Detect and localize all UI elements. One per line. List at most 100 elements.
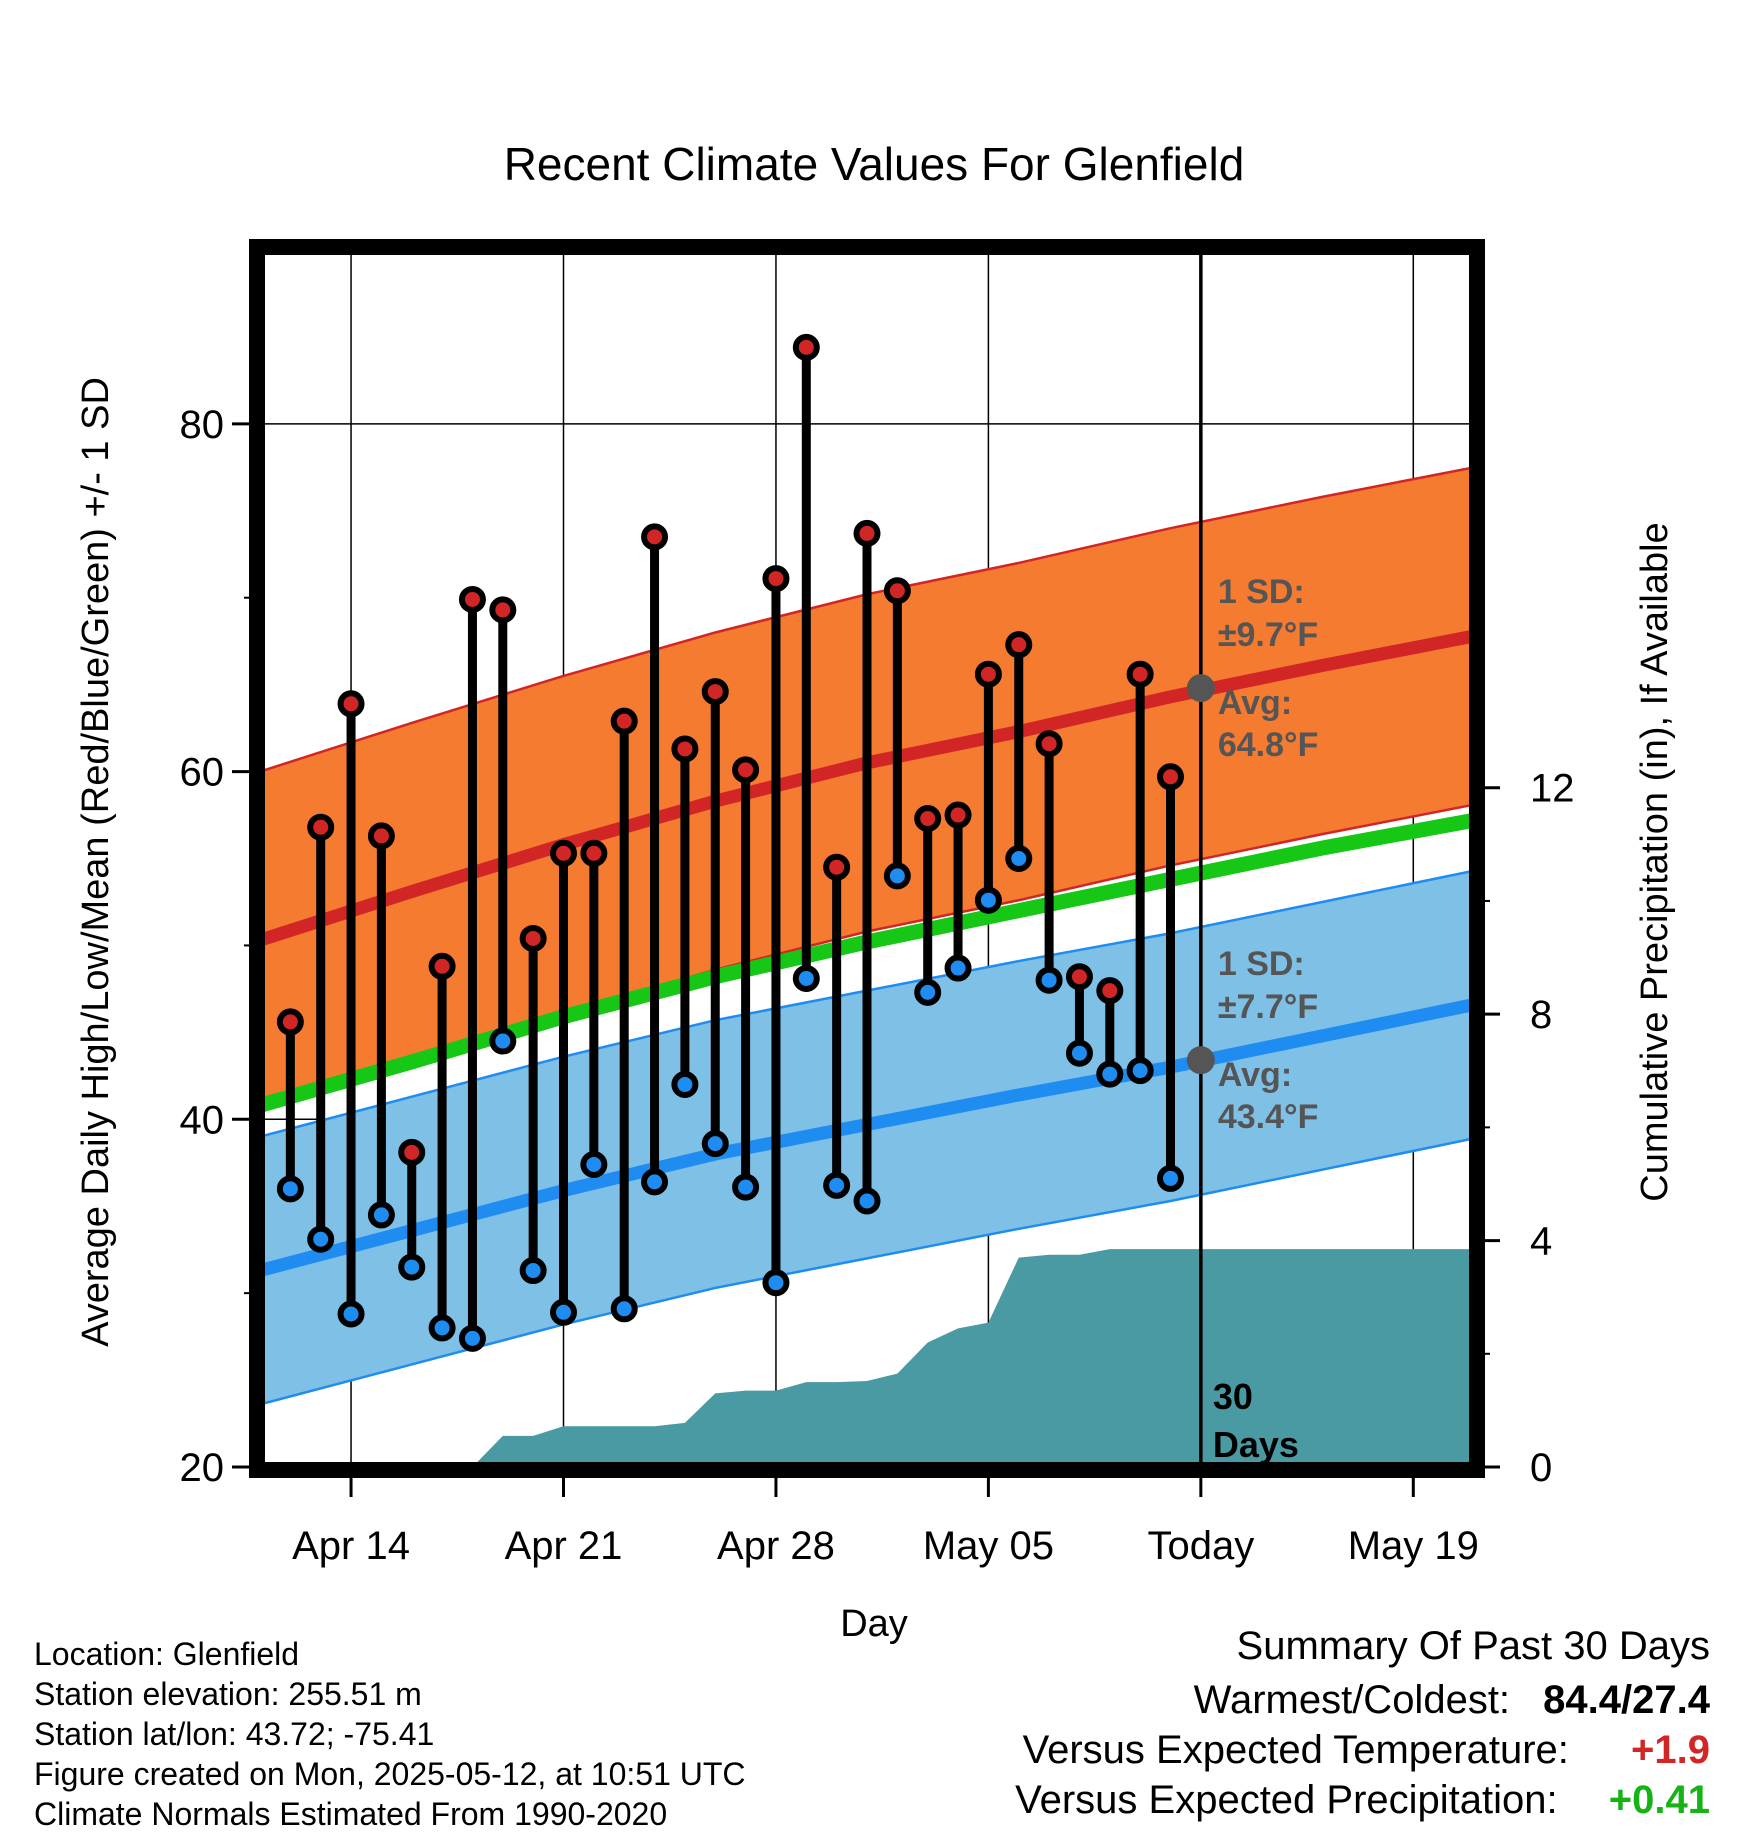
daily-high-point xyxy=(732,756,760,784)
daily-low-point xyxy=(792,964,820,992)
plot-frame xyxy=(249,239,1485,1478)
high-sd-label: 1 SD: xyxy=(1218,573,1305,611)
summary-precip: Versus Expected Precipitation: +0.41 xyxy=(1015,1780,1710,1820)
daily-high-point xyxy=(883,577,911,605)
summary-temp: Versus Expected Temperature: +1.9 xyxy=(1023,1730,1710,1770)
warm-cold-label: Warmest/Coldest: xyxy=(1193,1678,1511,1722)
daily-low-point xyxy=(883,862,911,890)
y-tick-label: 80 xyxy=(180,403,225,447)
daily-high-point xyxy=(1157,763,1184,791)
normals-text: Climate Normals Estimated From 1990-2020 xyxy=(34,1796,668,1832)
daily-low-point xyxy=(823,1171,851,1199)
y-tick-label: 60 xyxy=(180,751,225,795)
y2-tick-label: 4 xyxy=(1530,1220,1552,1264)
created-text: Figure created on Mon, 2025-05-12, at 10… xyxy=(34,1756,746,1792)
summary-title: Summary Of Past 30 Days xyxy=(1236,1624,1710,1668)
y-axis-label: Average Daily High/Low/Mean (Red/Blue/Gr… xyxy=(75,377,117,1347)
low-avg-value: 43.4°F xyxy=(1218,1098,1319,1136)
daily-high-point xyxy=(671,735,699,763)
daily-high-point xyxy=(701,678,729,706)
latlon-text: Station lat/lon: 43.72; -75.41 xyxy=(34,1716,435,1752)
y-tick-label: 40 xyxy=(180,1098,225,1142)
daily-low-point xyxy=(944,954,972,982)
daily-low-point xyxy=(519,1257,547,1285)
daily-high-point xyxy=(276,1008,304,1036)
daily-high-point xyxy=(1096,977,1124,1005)
x-tick-label: May 19 xyxy=(1348,1524,1479,1568)
daily-high-point xyxy=(1005,631,1033,659)
daily-low-point xyxy=(1065,1039,1093,1067)
daily-high-point xyxy=(550,839,577,867)
plot-area: 1 SD: ±9.7°F Avg: 64.8°F 1 SD: ±7.7°F Avg: 43.4… xyxy=(180,239,1575,1568)
daily-low-point xyxy=(641,1168,669,1196)
daily-low-point xyxy=(1126,1057,1154,1085)
y2-axis-label: Cumulative Precipitation (in), If Availa… xyxy=(1634,522,1676,1201)
today-days-number: 30 xyxy=(1213,1376,1253,1417)
daily-low-point xyxy=(914,978,942,1006)
elevation-text: Station elevation: 255.51 m xyxy=(34,1676,422,1712)
y2-tick-label: 8 xyxy=(1530,993,1552,1037)
daily-high-point xyxy=(398,1138,426,1166)
daily-low-point xyxy=(580,1150,608,1178)
daily-low-point xyxy=(853,1187,881,1215)
daily-low-point xyxy=(671,1071,699,1099)
temp-value: +1.9 xyxy=(1631,1728,1710,1772)
low-avg-label: Avg: xyxy=(1218,1056,1292,1094)
precipitation-area xyxy=(442,1249,1474,1467)
daily-low-point xyxy=(701,1130,729,1158)
daily-high-point xyxy=(641,523,669,551)
location-text: Location: Glenfield xyxy=(34,1636,300,1672)
daily-high-point xyxy=(762,565,790,593)
daily-high-point xyxy=(337,690,365,718)
summary-warm-cold: Warmest/Coldest: 84.4/27.4 xyxy=(1194,1680,1710,1720)
x-axis-label: Day xyxy=(840,1603,908,1645)
daily-high-point xyxy=(792,333,820,361)
high-avg-value: 64.8°F xyxy=(1218,726,1319,764)
low-sd-value: ±7.7°F xyxy=(1218,988,1318,1026)
daily-high-point xyxy=(944,801,972,829)
daily-high-point xyxy=(519,924,547,952)
daily-high-point xyxy=(1035,730,1063,758)
daily-low-point xyxy=(1005,845,1033,872)
daily-low-point xyxy=(1035,966,1063,994)
daily-low-point xyxy=(276,1175,304,1203)
daily-high-point xyxy=(428,952,456,980)
daily-high-point xyxy=(853,519,881,547)
high-avg-label: Avg: xyxy=(1218,684,1292,722)
x-tick-label: Apr 28 xyxy=(717,1524,835,1568)
x-tick-label: Apr 21 xyxy=(505,1524,623,1568)
daily-low-point xyxy=(762,1269,790,1297)
daily-low-point xyxy=(550,1298,577,1326)
daily-low-point xyxy=(307,1225,335,1253)
high-sd-value: ±9.7°F xyxy=(1218,616,1318,654)
daily-low-point xyxy=(1157,1164,1184,1192)
y2-tick-label: 0 xyxy=(1530,1446,1552,1490)
temp-label: Versus Expected Temperature: xyxy=(1022,1728,1569,1772)
daily-low-point xyxy=(337,1300,365,1328)
low-band-lower-edge xyxy=(260,1137,1474,1406)
daily-high-point xyxy=(489,596,517,624)
daily-high-point xyxy=(367,822,395,850)
daily-low-point xyxy=(367,1201,395,1229)
low-sd-label: 1 SD: xyxy=(1218,945,1305,983)
x-tick-label: May 05 xyxy=(923,1524,1054,1568)
daily-low-point xyxy=(732,1173,760,1201)
y-tick-label: 20 xyxy=(180,1446,225,1490)
daily-low-point xyxy=(1096,1060,1124,1088)
daily-low-point xyxy=(974,886,1002,914)
warm-cold-value: 84.4/27.4 xyxy=(1543,1678,1710,1722)
chart-title: Recent Climate Values For Glenfield xyxy=(504,138,1245,190)
x-tick-label: Apr 14 xyxy=(292,1524,410,1568)
daily-low-point xyxy=(398,1253,426,1281)
daily-high-point xyxy=(458,585,486,613)
today-days-label: Days xyxy=(1213,1424,1299,1465)
daily-high-point xyxy=(1065,963,1093,991)
daily-low-point xyxy=(428,1314,456,1342)
precip-value: +0.41 xyxy=(1608,1778,1710,1822)
y2-tick-label: 12 xyxy=(1530,767,1575,811)
daily-low-point xyxy=(458,1324,486,1352)
daily-high-point xyxy=(823,853,851,881)
daily-low-point xyxy=(489,1027,517,1055)
x-tick-label: Today xyxy=(1147,1524,1254,1568)
